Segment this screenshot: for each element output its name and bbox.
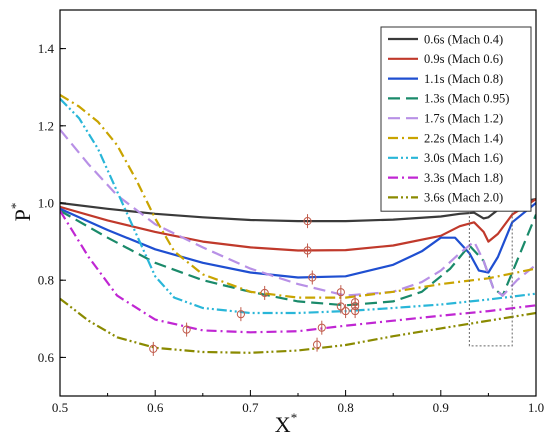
series-0-marker-0 <box>303 214 312 229</box>
series-5-marker-0 <box>336 285 345 300</box>
legend-label-4: 1.7s (Mach 1.2) <box>424 112 503 126</box>
y-tick-label-3: 1.2 <box>38 118 54 133</box>
series-line-8 <box>60 297 536 354</box>
legend: 0.6s (Mach 0.4) 0.9s (Mach 0.6) 1.1s (Mach… <box>380 26 532 212</box>
series-8-marker-0 <box>149 341 158 356</box>
series-line-5 <box>60 93 536 299</box>
x-tick-label-3: 0.8 <box>337 400 353 415</box>
x-tick-label-1: 0.6 <box>147 400 164 415</box>
series-line-1 <box>60 198 536 252</box>
legend-label-8: 3.6s (Mach 2.0) <box>424 191 503 205</box>
legend-label-3: 1.3s (Mach 0.95) <box>424 92 509 106</box>
series-lines <box>60 93 536 356</box>
legend-label-6: 3.0s (Mach 1.6) <box>424 151 503 165</box>
legend-label-5: 2.2s (Mach 1.4) <box>424 131 503 145</box>
series-line-4 <box>60 129 536 297</box>
legend-label-1: 0.9s (Mach 0.6) <box>424 52 503 66</box>
x-tick-label-2: 0.7 <box>242 400 259 415</box>
series-line-6 <box>60 98 536 315</box>
y-tick-label-4: 1.4 <box>38 41 55 56</box>
x-tick-label-5: 1.0 <box>528 400 544 415</box>
x-tick-label-4: 0.9 <box>433 400 449 415</box>
extra-marker-0 <box>236 307 245 322</box>
legend-label-7: 3.3s (Mach 1.8) <box>424 171 503 185</box>
y-tick-label-1: 0.8 <box>38 273 54 288</box>
series-8-marker-1 <box>312 337 322 352</box>
series-2-marker-0 <box>308 270 317 285</box>
y-tick-label-0: 0.6 <box>38 350 55 365</box>
series-line-0 <box>60 198 536 223</box>
x-axis-title: X* <box>275 410 297 437</box>
series-line-7 <box>60 210 536 334</box>
series-6-marker-0 <box>341 304 350 319</box>
extra-marker-2 <box>336 299 345 314</box>
plot-area <box>60 93 536 356</box>
y-tick-label-2: 1.0 <box>38 196 54 211</box>
extra-marker-1 <box>260 285 269 300</box>
series-1-marker-0 <box>303 243 312 258</box>
legend-label-2: 1.1s (Mach 0.8) <box>424 72 503 86</box>
axes: 0.5 0.6 0.7 0.8 0.9 1.0 0.6 0.8 1.0 1.2 1.4 <box>38 9 544 415</box>
series-line-2 <box>60 202 536 279</box>
series-7-marker-1 <box>317 320 326 335</box>
extra-marker-3 <box>351 304 360 319</box>
series-7-marker-0 <box>182 322 191 337</box>
legend-label-0: 0.6s (Mach 0.4) <box>424 32 503 46</box>
series-line-3 <box>60 209 536 307</box>
x-tick-label-0: 0.5 <box>52 400 68 415</box>
y-axis-title: P* <box>8 203 35 222</box>
